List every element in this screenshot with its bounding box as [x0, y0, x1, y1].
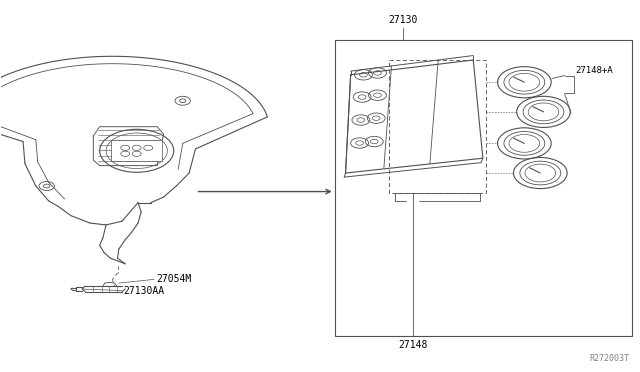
Text: 27130AA: 27130AA — [124, 286, 164, 295]
Text: 27054M: 27054M — [156, 275, 191, 284]
Bar — [335, 39, 632, 336]
Bar — [111, 140, 163, 161]
Text: 27148+A: 27148+A — [575, 66, 613, 75]
Text: R272003T: R272003T — [589, 354, 630, 363]
Text: 27148: 27148 — [398, 340, 428, 350]
Text: 27130: 27130 — [388, 15, 418, 25]
